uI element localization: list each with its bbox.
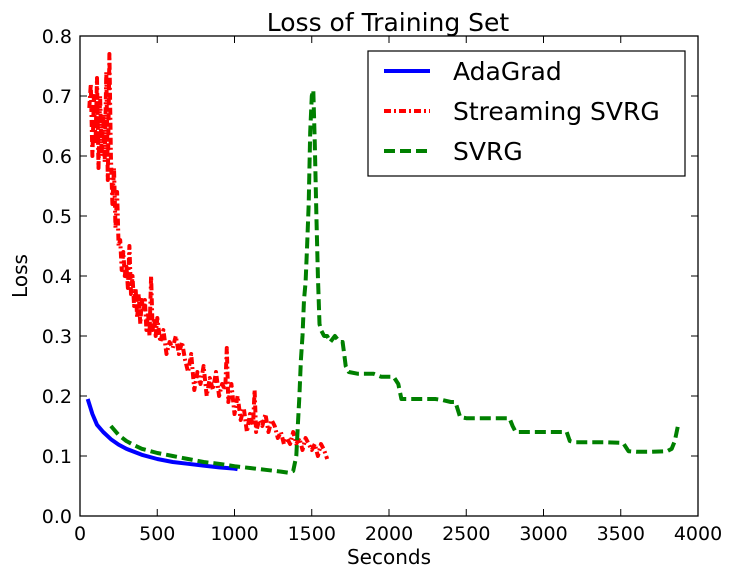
x-tick-label: 3500 — [597, 523, 645, 545]
series-line-streaming-svrg — [87, 52, 330, 460]
x-tick-label: 4000 — [674, 523, 722, 545]
y-tick-label: 0.5 — [42, 206, 72, 228]
x-tick-label: 2000 — [365, 523, 413, 545]
x-axis-title: Seconds — [347, 545, 431, 569]
y-tick-label: 0.7 — [42, 86, 72, 108]
series-layer — [85, 52, 680, 475]
y-tick-label: 0.1 — [42, 446, 72, 468]
legend-label-svrg: SVRG — [453, 137, 523, 166]
x-tick-label: 1000 — [210, 523, 258, 545]
y-axis-title: Loss — [8, 254, 32, 298]
legend-label-streaming-svrg: Streaming SVRG — [453, 97, 660, 126]
legend-label-adagrad: AdaGrad — [453, 57, 562, 86]
series-line-adagrad — [85, 398, 238, 472]
series-line-svrg — [109, 88, 680, 475]
y-tick-label: 0.6 — [42, 146, 72, 168]
x-tick-label: 0 — [74, 523, 86, 545]
x-tick-label: 1500 — [288, 523, 336, 545]
chart-title: Loss of Training Set — [267, 8, 510, 37]
y-tick-label: 0.3 — [42, 326, 72, 348]
y-tick-label: 0.2 — [42, 386, 72, 408]
y-tick-label: 0.4 — [42, 266, 72, 288]
y-tick-label: 0.8 — [42, 26, 72, 48]
x-tick-label: 2500 — [442, 523, 490, 545]
x-tick-label: 3000 — [519, 523, 567, 545]
x-tick-label: 500 — [139, 523, 175, 545]
legend: AdaGrad Streaming SVRG SVRG — [367, 50, 686, 177]
y-tick-label: 0.0 — [42, 506, 72, 528]
plot-area: 0 500 1000 1500 2000 2500 3000 3500 4000 0.0 0.1 0.… — [42, 26, 722, 545]
tick-layer: 0 500 1000 1500 2000 2500 3000 3500 4000 0.0 0.1 0.… — [42, 26, 722, 545]
